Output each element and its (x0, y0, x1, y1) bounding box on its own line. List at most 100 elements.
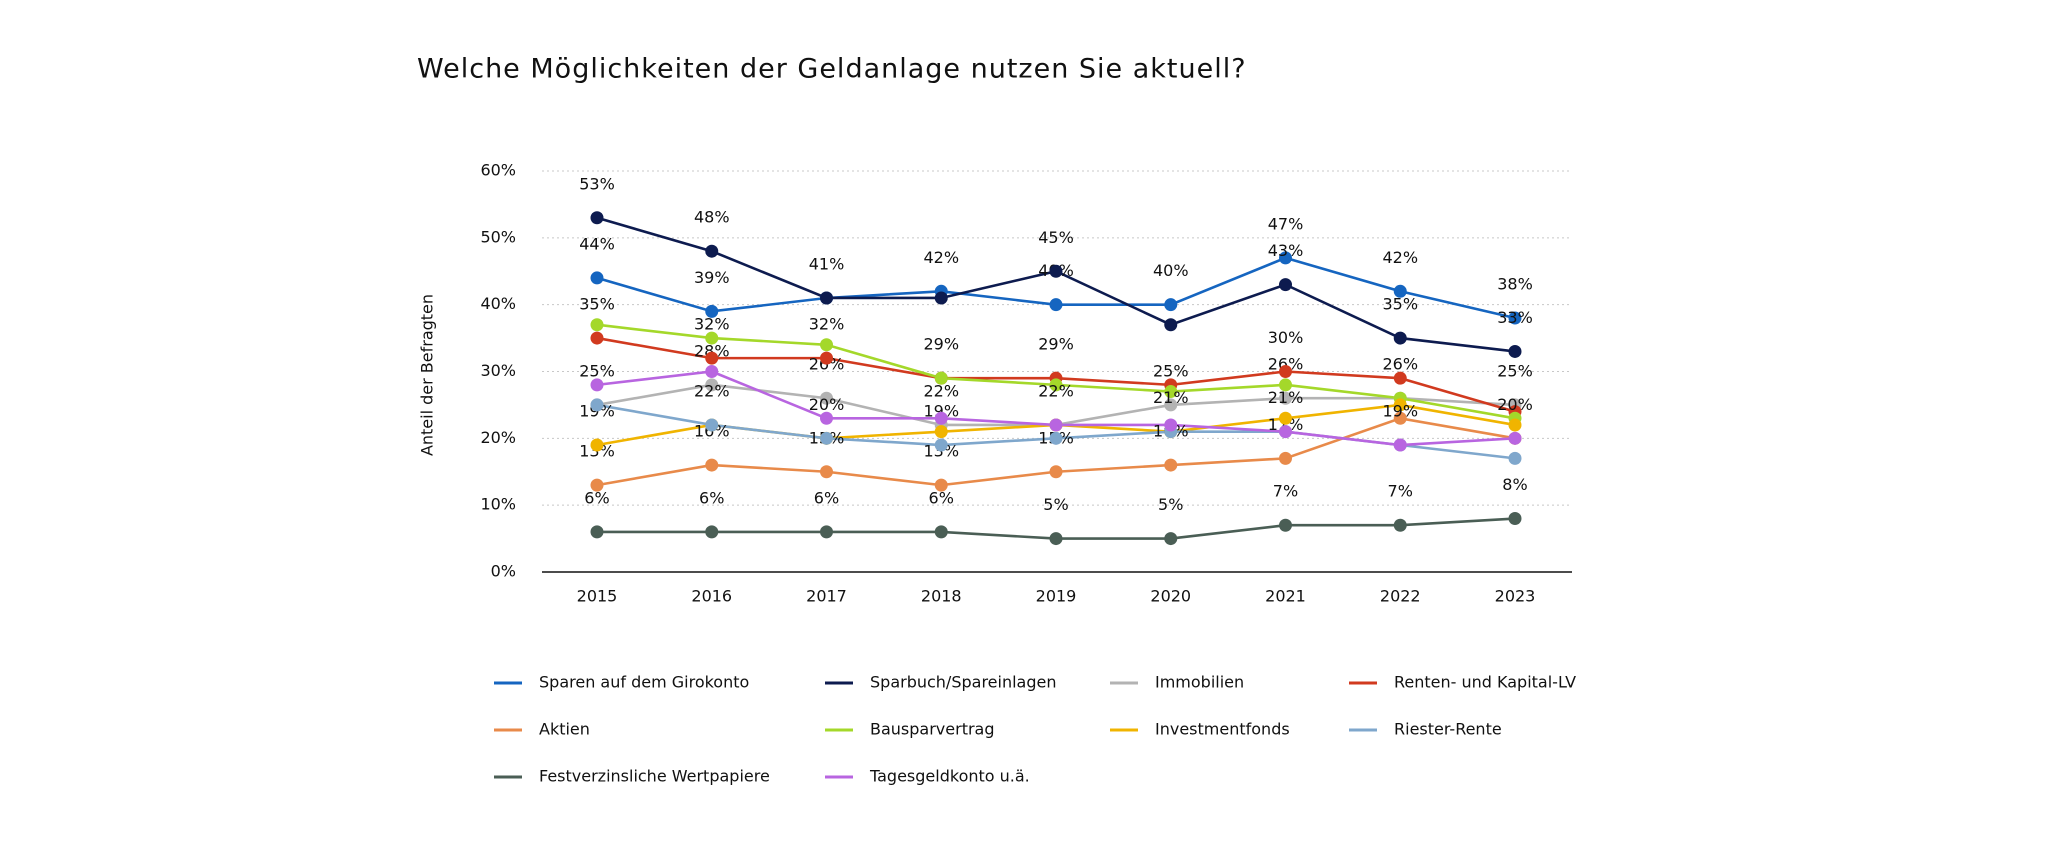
data-point (1164, 532, 1178, 546)
data-point (590, 331, 604, 345)
data-label: 32% (694, 315, 730, 334)
data-label: 33% (1497, 308, 1533, 327)
legend-label: Sparen auf dem Girokonto (539, 673, 749, 692)
y-tick-label: 30% (480, 361, 516, 380)
data-point (1508, 344, 1522, 358)
y-tick-label: 10% (480, 495, 516, 514)
data-point (820, 525, 833, 539)
data-point (590, 398, 604, 412)
data-point (1049, 431, 1063, 445)
data-point (705, 525, 719, 539)
x-tick-label: 2019 (1036, 587, 1077, 606)
data-label: 8% (1502, 475, 1527, 494)
x-tick-label: 2016 (691, 587, 732, 606)
data-label: 29% (1038, 335, 1074, 354)
data-label: 53% (579, 174, 615, 193)
data-label: 5% (1158, 495, 1183, 514)
data-point (1049, 532, 1063, 546)
data-label: 6% (699, 488, 724, 507)
data-point (705, 331, 719, 345)
y-tick-label: 0% (491, 562, 516, 581)
data-label: 44% (579, 234, 615, 253)
data-point (1279, 451, 1292, 465)
data-label: 19% (923, 402, 959, 421)
data-label: 30% (1268, 328, 1304, 347)
data-point (705, 365, 719, 378)
data-label: 38% (1497, 275, 1533, 294)
data-point (820, 291, 833, 305)
data-point (934, 411, 948, 425)
x-tick-label: 2017 (806, 587, 847, 606)
legend-label: Bausparvertrag (870, 720, 995, 739)
data-label: 42% (923, 248, 959, 267)
data-label: 48% (694, 208, 730, 227)
x-tick-label: 2021 (1265, 587, 1306, 606)
data-point (934, 425, 948, 439)
data-point (705, 244, 719, 258)
data-label: 5% (1043, 495, 1068, 514)
data-point (1508, 418, 1522, 432)
data-point (1279, 518, 1292, 532)
data-label: 35% (1382, 295, 1418, 314)
legend-label: Sparbuch/Spareinlagen (870, 673, 1056, 692)
data-point (1049, 465, 1063, 479)
y-tick-label: 60% (480, 161, 516, 180)
legend-label: Riester-Rente (1394, 720, 1502, 739)
data-point (820, 465, 833, 479)
data-point (820, 391, 833, 405)
x-tick-label: 2023 (1495, 587, 1536, 606)
data-point (1049, 298, 1063, 312)
data-point (705, 418, 719, 432)
data-label: 43% (1268, 241, 1304, 260)
data-point (705, 458, 719, 472)
data-point (1049, 378, 1063, 392)
data-label: 32% (809, 315, 845, 334)
data-point (1164, 318, 1178, 332)
x-tick-label: 2018 (921, 587, 962, 606)
data-point (1393, 331, 1407, 345)
data-point (1164, 298, 1178, 312)
data-point (705, 351, 719, 365)
data-point (1393, 284, 1407, 298)
data-label: 47% (1268, 214, 1304, 233)
data-point (1279, 278, 1292, 292)
data-point (590, 478, 604, 492)
data-point (705, 304, 719, 318)
legend-label: Tagesgeldkonto u.ä. (869, 767, 1030, 786)
data-label: 20% (809, 395, 845, 414)
data-label: 25% (1153, 361, 1189, 380)
data-label: 6% (584, 488, 609, 507)
data-label: 25% (1497, 361, 1533, 380)
data-point (934, 525, 948, 539)
data-point (590, 271, 604, 285)
data-label: 20% (1497, 395, 1533, 414)
data-point (1279, 391, 1292, 405)
data-point (934, 478, 948, 492)
data-label: 21% (1153, 388, 1189, 407)
data-label: 45% (1038, 228, 1074, 247)
data-point (590, 318, 604, 332)
data-label: 21% (1268, 388, 1304, 407)
data-point (820, 351, 833, 365)
data-label: 6% (814, 488, 839, 507)
data-point (1508, 512, 1522, 526)
data-point (1279, 411, 1292, 425)
data-point (820, 338, 833, 352)
data-point (1049, 418, 1063, 432)
data-label: 22% (923, 381, 959, 400)
data-point (1164, 385, 1178, 399)
y-tick-label: 20% (480, 428, 516, 447)
x-tick-label: 2020 (1150, 587, 1191, 606)
data-label: 25% (579, 361, 615, 380)
y-tick-label: 40% (480, 294, 516, 313)
data-point (1164, 398, 1178, 412)
data-point (1393, 371, 1407, 385)
data-label: 22% (694, 381, 730, 400)
y-tick-label: 50% (480, 227, 516, 246)
x-tick-label: 2022 (1380, 587, 1421, 606)
data-label: 42% (1382, 248, 1418, 267)
data-label: 29% (923, 335, 959, 354)
data-point (1279, 378, 1292, 392)
data-point (820, 411, 833, 425)
